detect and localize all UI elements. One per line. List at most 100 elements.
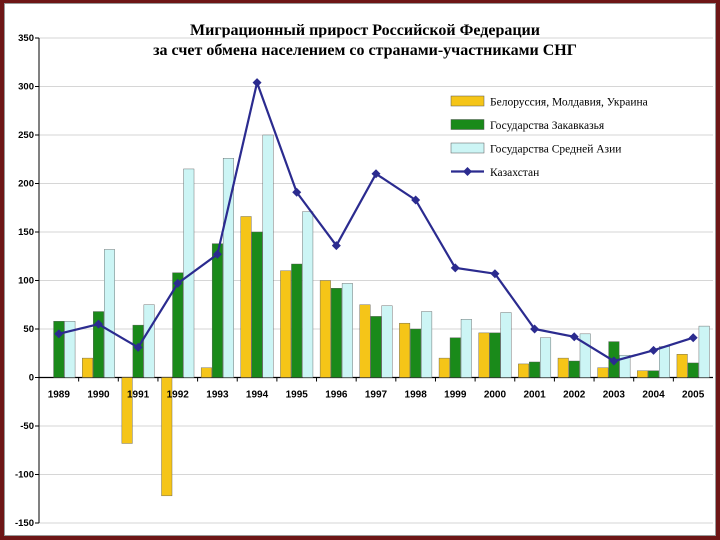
point-2003: [609, 356, 619, 366]
point-1993: [212, 249, 222, 259]
legend-swatch-0: [450, 95, 485, 107]
y-tick-label: 0: [29, 373, 34, 384]
point-2002: [569, 332, 579, 342]
bar-2002-1: [568, 360, 580, 378]
y-tick-label: 50: [23, 324, 34, 335]
legend-label-1: Государства Закавказья: [490, 120, 605, 132]
legend-label-0: Белоруссия, Молдавия, Украина: [490, 97, 648, 109]
y-tick-label: 150: [18, 227, 34, 238]
y-tick-label: -50: [20, 421, 34, 432]
point-1989: [54, 329, 64, 339]
legend-swatch-1: [450, 119, 485, 130]
point-1991: [133, 342, 143, 352]
legend-swatch-2: [450, 142, 485, 154]
x-tick-label: 1994: [246, 390, 269, 401]
chart-title: Миграционный прирост Российской Федераци…: [190, 22, 540, 39]
bar-1997-1: [370, 316, 382, 378]
bar-1998-1: [410, 328, 422, 378]
bar-2001-2: [540, 337, 552, 378]
point-1992: [173, 278, 183, 288]
y-tick-label: -150: [15, 518, 34, 529]
legend-label-2: Государства Средней Азии: [490, 144, 621, 156]
point-2000: [490, 269, 500, 279]
bar-1989-1: [53, 321, 65, 378]
x-tick-label: 1998: [405, 390, 428, 401]
point-1990: [93, 319, 103, 329]
bar-2001-0: [518, 363, 530, 378]
bar-1995-0: [280, 270, 292, 378]
bar-1992-2: [183, 168, 195, 378]
bar-1991-2: [143, 304, 155, 378]
chart-subtitle: за счет обмена населением со странами-уч…: [153, 42, 577, 59]
x-tick-label: 1989: [48, 390, 71, 401]
chart: Миграционный прирост Российской Федераци…: [15, 22, 713, 529]
point-2005: [688, 333, 698, 343]
bar-1995-1: [291, 263, 303, 378]
bar-1990-2: [104, 249, 115, 378]
bar-1994-2: [262, 134, 274, 378]
point-1994: [252, 78, 262, 88]
x-tick-label: 1999: [444, 390, 467, 401]
bar-1994-0: [240, 216, 252, 378]
bar-2000-1: [489, 332, 501, 378]
legend-label-3: Казахстан: [490, 167, 539, 179]
point-1997: [371, 169, 381, 179]
point-2001: [530, 324, 540, 334]
legend-marker-3: [463, 167, 472, 176]
bar-1992-0: [161, 377, 173, 497]
bar-1999-2: [460, 319, 472, 378]
x-tick-label: 2000: [484, 390, 507, 401]
x-tick-label: 1997: [365, 390, 388, 401]
bar-1996-1: [330, 288, 342, 378]
bar-1989-2: [64, 321, 76, 378]
x-tick-label: 1991: [127, 390, 150, 401]
bar-1993-2: [222, 158, 234, 378]
bar-1996-0: [319, 280, 331, 378]
point-1999: [450, 263, 460, 273]
bar-2004-0: [637, 370, 648, 378]
bar-1997-2: [381, 305, 393, 378]
y-tick-label: 100: [18, 276, 34, 287]
x-tick-label: 1996: [325, 390, 348, 401]
bar-2004-1: [648, 370, 659, 378]
x-tick-label: 1992: [167, 390, 190, 401]
bar-2005-0: [676, 354, 688, 378]
x-tick-label: 2005: [682, 390, 705, 401]
bar-2004-2: [659, 346, 670, 378]
bar-2001-1: [529, 361, 541, 378]
bar-1999-0: [438, 357, 450, 378]
bar-1990-1: [93, 311, 104, 378]
bar-1999-1: [449, 337, 461, 378]
x-tick-label: 1990: [87, 390, 110, 401]
bar-2005-2: [698, 325, 710, 378]
x-tick-label: 1993: [206, 390, 229, 401]
point-1998: [411, 195, 421, 205]
bar-1990-0: [82, 357, 93, 378]
y-tick-label: 350: [18, 33, 34, 44]
bar-1995-2: [302, 211, 314, 378]
point-2004: [649, 345, 659, 355]
x-tick-label: 2003: [603, 390, 626, 401]
bar-1998-2: [421, 311, 433, 378]
bar-1993-0: [200, 367, 212, 378]
bar-1991-0: [121, 377, 133, 444]
bar-2003-0: [597, 367, 609, 378]
bar-2005-1: [687, 362, 699, 378]
bar-1993-1: [211, 243, 223, 378]
y-tick-label: 200: [18, 179, 34, 190]
bar-1997-0: [359, 304, 371, 378]
bar-2000-2: [500, 312, 512, 378]
x-tick-label: 2001: [523, 390, 546, 401]
bar-1998-0: [399, 322, 411, 378]
point-1996: [331, 241, 341, 251]
bar-2002-2: [579, 333, 591, 378]
bar-1994-1: [251, 231, 263, 378]
chart-panel: Миграционный прирост Российской Федераци…: [4, 3, 716, 536]
bar-1996-2: [341, 283, 353, 378]
bar-1992-1: [172, 272, 184, 378]
y-tick-label: -100: [15, 470, 34, 481]
x-tick-label: 1995: [286, 390, 309, 401]
x-tick-label: 2002: [563, 390, 586, 401]
bar-2002-0: [557, 357, 569, 378]
y-tick-label: 300: [18, 82, 34, 93]
